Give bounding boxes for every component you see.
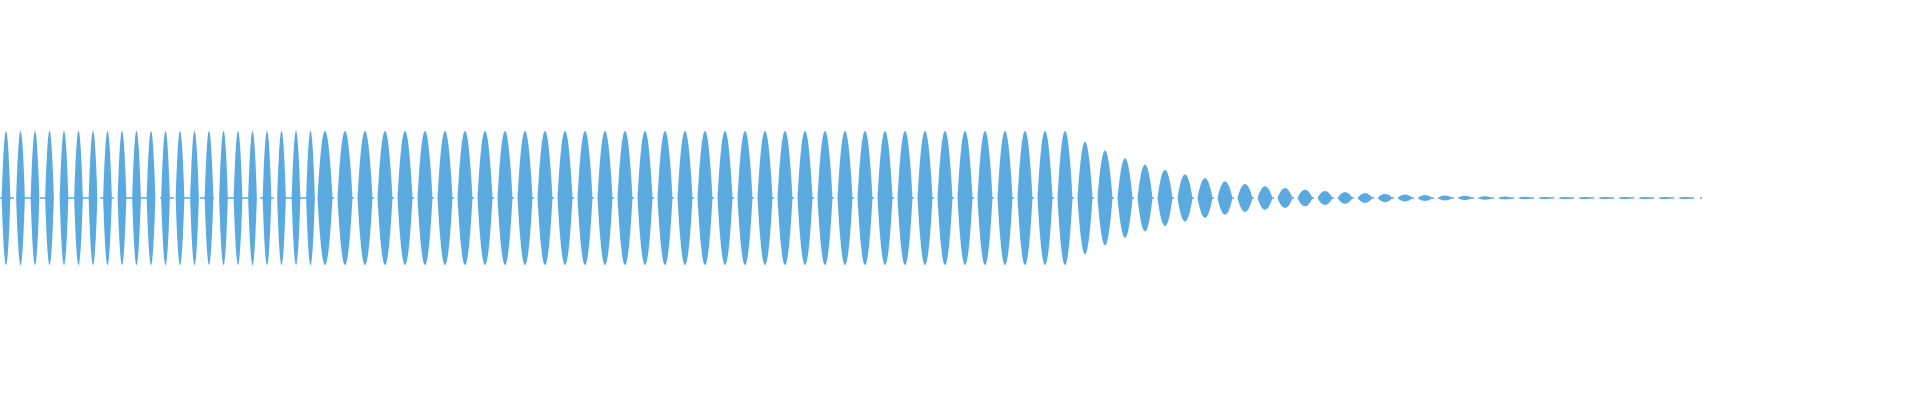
waveform-lobe bbox=[248, 131, 257, 265]
waveform-lobe bbox=[1317, 191, 1333, 205]
waveform-lobe bbox=[777, 131, 793, 265]
waveform-lobe bbox=[817, 131, 833, 265]
waveform-lobe bbox=[637, 131, 653, 265]
waveform-lobe bbox=[737, 131, 753, 265]
waveform-lobe bbox=[1557, 197, 1573, 199]
waveform-lobe bbox=[837, 131, 853, 265]
waveform-lobe bbox=[1617, 197, 1633, 199]
waveform-lobe bbox=[1037, 131, 1053, 265]
waveform-lobe bbox=[1097, 150, 1113, 246]
waveform-lobe bbox=[697, 131, 713, 265]
waveform-lobe bbox=[977, 131, 993, 265]
waveform-lobe bbox=[337, 131, 353, 265]
waveform-lobe bbox=[1637, 197, 1653, 199]
waveform-lobe bbox=[597, 131, 613, 265]
waveform-lobe bbox=[59, 131, 69, 265]
waveform-lobe bbox=[1597, 197, 1613, 199]
waveform-lobe bbox=[577, 131, 593, 265]
waveform-lobe bbox=[88, 131, 98, 265]
waveform-lobe bbox=[16, 131, 25, 265]
waveform-lobe bbox=[677, 131, 693, 265]
waveform-lobe bbox=[957, 131, 973, 265]
waveform-lobe bbox=[1017, 131, 1033, 265]
waveform-lobe bbox=[30, 131, 40, 265]
waveform-lobe bbox=[757, 131, 773, 265]
waveform-lobe bbox=[74, 131, 83, 265]
waveform-lobe bbox=[1437, 195, 1453, 201]
waveform-lobe bbox=[397, 131, 413, 265]
waveform-lobe bbox=[897, 131, 913, 265]
waveform-lobe bbox=[1457, 195, 1473, 201]
waveform-lobe bbox=[1277, 188, 1293, 208]
waveform-lobe bbox=[797, 131, 813, 265]
waveform-lobe bbox=[1657, 197, 1673, 199]
waveform-lobe bbox=[557, 131, 573, 265]
waveform-lobe bbox=[1497, 196, 1513, 200]
waveform-lobe bbox=[103, 131, 112, 265]
waveform-lobe bbox=[146, 131, 156, 265]
waveform-lobe bbox=[1377, 193, 1393, 203]
waveform-lobe bbox=[617, 131, 633, 265]
waveform-lobe bbox=[1397, 194, 1413, 202]
waveform-lobe bbox=[1417, 195, 1433, 201]
waveform-lobe bbox=[1357, 193, 1373, 203]
waveform-lobe bbox=[306, 131, 315, 265]
waveform-lobe bbox=[1477, 196, 1493, 200]
waveform-lobe bbox=[204, 131, 214, 265]
waveform-lobe bbox=[937, 131, 953, 265]
waveform-lobe bbox=[657, 131, 673, 265]
waveform-lobe bbox=[417, 131, 433, 265]
waveform-lobe bbox=[477, 131, 493, 265]
waveform-lobe bbox=[457, 131, 473, 265]
waveform-lobe bbox=[1057, 131, 1073, 265]
waveform-lobe bbox=[717, 131, 733, 265]
waveform-lobe bbox=[1077, 141, 1093, 255]
waveform-lobe bbox=[219, 131, 228, 265]
waveform-lobe bbox=[1177, 174, 1193, 222]
waveform-lobe bbox=[1237, 183, 1253, 213]
waveform-lobe bbox=[497, 131, 513, 265]
waveform-lobe bbox=[1297, 189, 1313, 207]
waveform-lobe bbox=[377, 131, 393, 265]
waveform-lobe bbox=[132, 131, 141, 265]
waveform-lobe bbox=[317, 131, 333, 265]
waveform-lobe bbox=[1677, 197, 1693, 199]
waveform-lobe bbox=[45, 131, 54, 265]
waveform-lobe bbox=[117, 131, 127, 265]
waveform-lobe bbox=[537, 131, 553, 265]
waveform-lobe bbox=[291, 131, 301, 265]
waveform-lobe bbox=[175, 131, 185, 265]
waveform-lobe bbox=[357, 131, 373, 265]
waveform-lobe bbox=[277, 131, 286, 265]
waveform-lobe bbox=[437, 131, 453, 265]
waveform-lobe bbox=[1257, 186, 1273, 210]
waveform-lobe bbox=[1137, 164, 1153, 232]
waveform-lobe bbox=[1537, 196, 1553, 200]
waveform-lobe bbox=[262, 131, 272, 265]
waveform-lobe bbox=[1157, 169, 1173, 227]
waveform-lobe bbox=[517, 131, 533, 265]
waveform-lobe bbox=[1217, 181, 1233, 215]
waveform-lobe bbox=[1, 131, 11, 265]
waveform-lobe bbox=[1577, 197, 1593, 199]
waveform-lobe bbox=[1517, 196, 1533, 200]
waveform-lobe bbox=[1117, 158, 1133, 238]
waveform bbox=[1, 131, 1693, 265]
waveform-lobe bbox=[857, 131, 873, 265]
waveform-lobe bbox=[1197, 178, 1213, 218]
waveform-lobe bbox=[997, 131, 1013, 265]
waveform-lobe bbox=[233, 131, 243, 265]
waveform-lobe bbox=[161, 131, 170, 265]
waveform-lobe bbox=[1337, 192, 1353, 204]
waveform-lobe bbox=[917, 131, 933, 265]
waveform-lobe bbox=[190, 131, 199, 265]
waveform-lobe bbox=[877, 131, 893, 265]
